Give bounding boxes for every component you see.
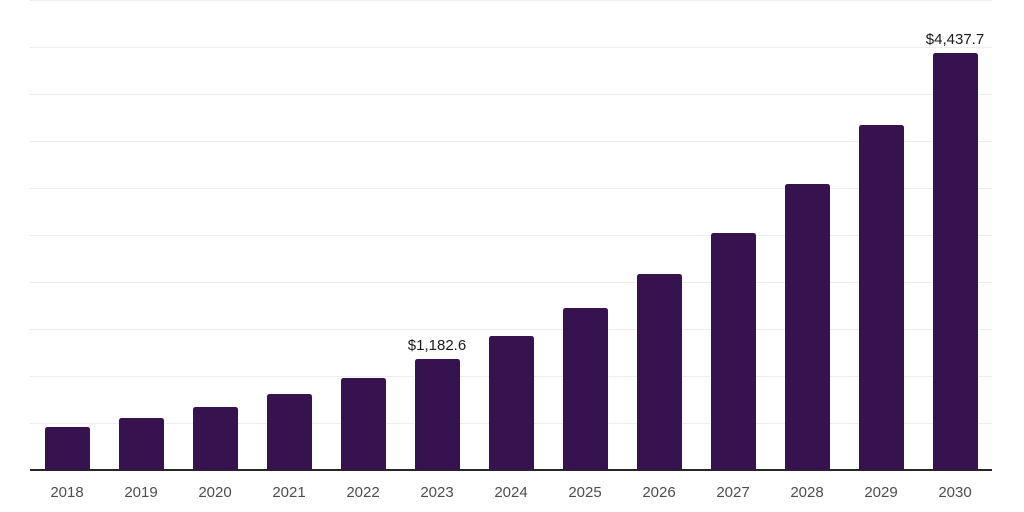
x-tick-2024: 2024	[494, 484, 528, 501]
gridline-5000	[30, 0, 992, 1]
bar-2027[interactable]	[710, 233, 756, 470]
gridline-1500	[30, 329, 992, 330]
bar-2024[interactable]	[488, 335, 534, 470]
x-tick-2027: 2027	[716, 484, 750, 501]
bar-2028[interactable]	[784, 184, 830, 470]
gridline-4500	[30, 47, 992, 48]
bar-2018[interactable]	[44, 426, 90, 470]
bar-2030[interactable]	[932, 52, 978, 470]
gridline-2000	[30, 282, 992, 283]
bar-2023[interactable]	[414, 358, 460, 470]
data-label-2023: $1,182.6	[407, 336, 467, 354]
x-tick-2023: 2023	[420, 484, 454, 501]
bar-2019[interactable]	[118, 417, 164, 470]
bar-2022[interactable]	[340, 377, 386, 470]
x-tick-2026: 2026	[642, 484, 676, 501]
bar-2029[interactable]	[858, 124, 904, 470]
bar-2025[interactable]	[562, 307, 608, 470]
x-tick-2025: 2025	[568, 484, 602, 501]
x-tick-2029: 2029	[864, 484, 898, 501]
bar-2020[interactable]	[192, 406, 238, 470]
plot-area: $1,182.6 $4,437.7	[30, 0, 992, 471]
x-tick-2030: 2030	[938, 484, 972, 501]
gridline-3500	[30, 141, 992, 142]
gridline-2500	[30, 235, 992, 236]
x-tick-2021: 2021	[272, 484, 306, 501]
bar-2021[interactable]	[266, 393, 312, 470]
x-tick-2022: 2022	[346, 484, 380, 501]
x-tick-2020: 2020	[198, 484, 232, 501]
gridline-4000	[30, 94, 992, 95]
x-tick-2028: 2028	[790, 484, 824, 501]
gridline-3000	[30, 188, 992, 189]
x-tick-2019: 2019	[124, 484, 158, 501]
bar-2026[interactable]	[636, 274, 682, 470]
x-axis-line	[30, 469, 992, 471]
data-label-2030: $4,437.7	[925, 30, 985, 48]
x-tick-2018: 2018	[50, 484, 84, 501]
